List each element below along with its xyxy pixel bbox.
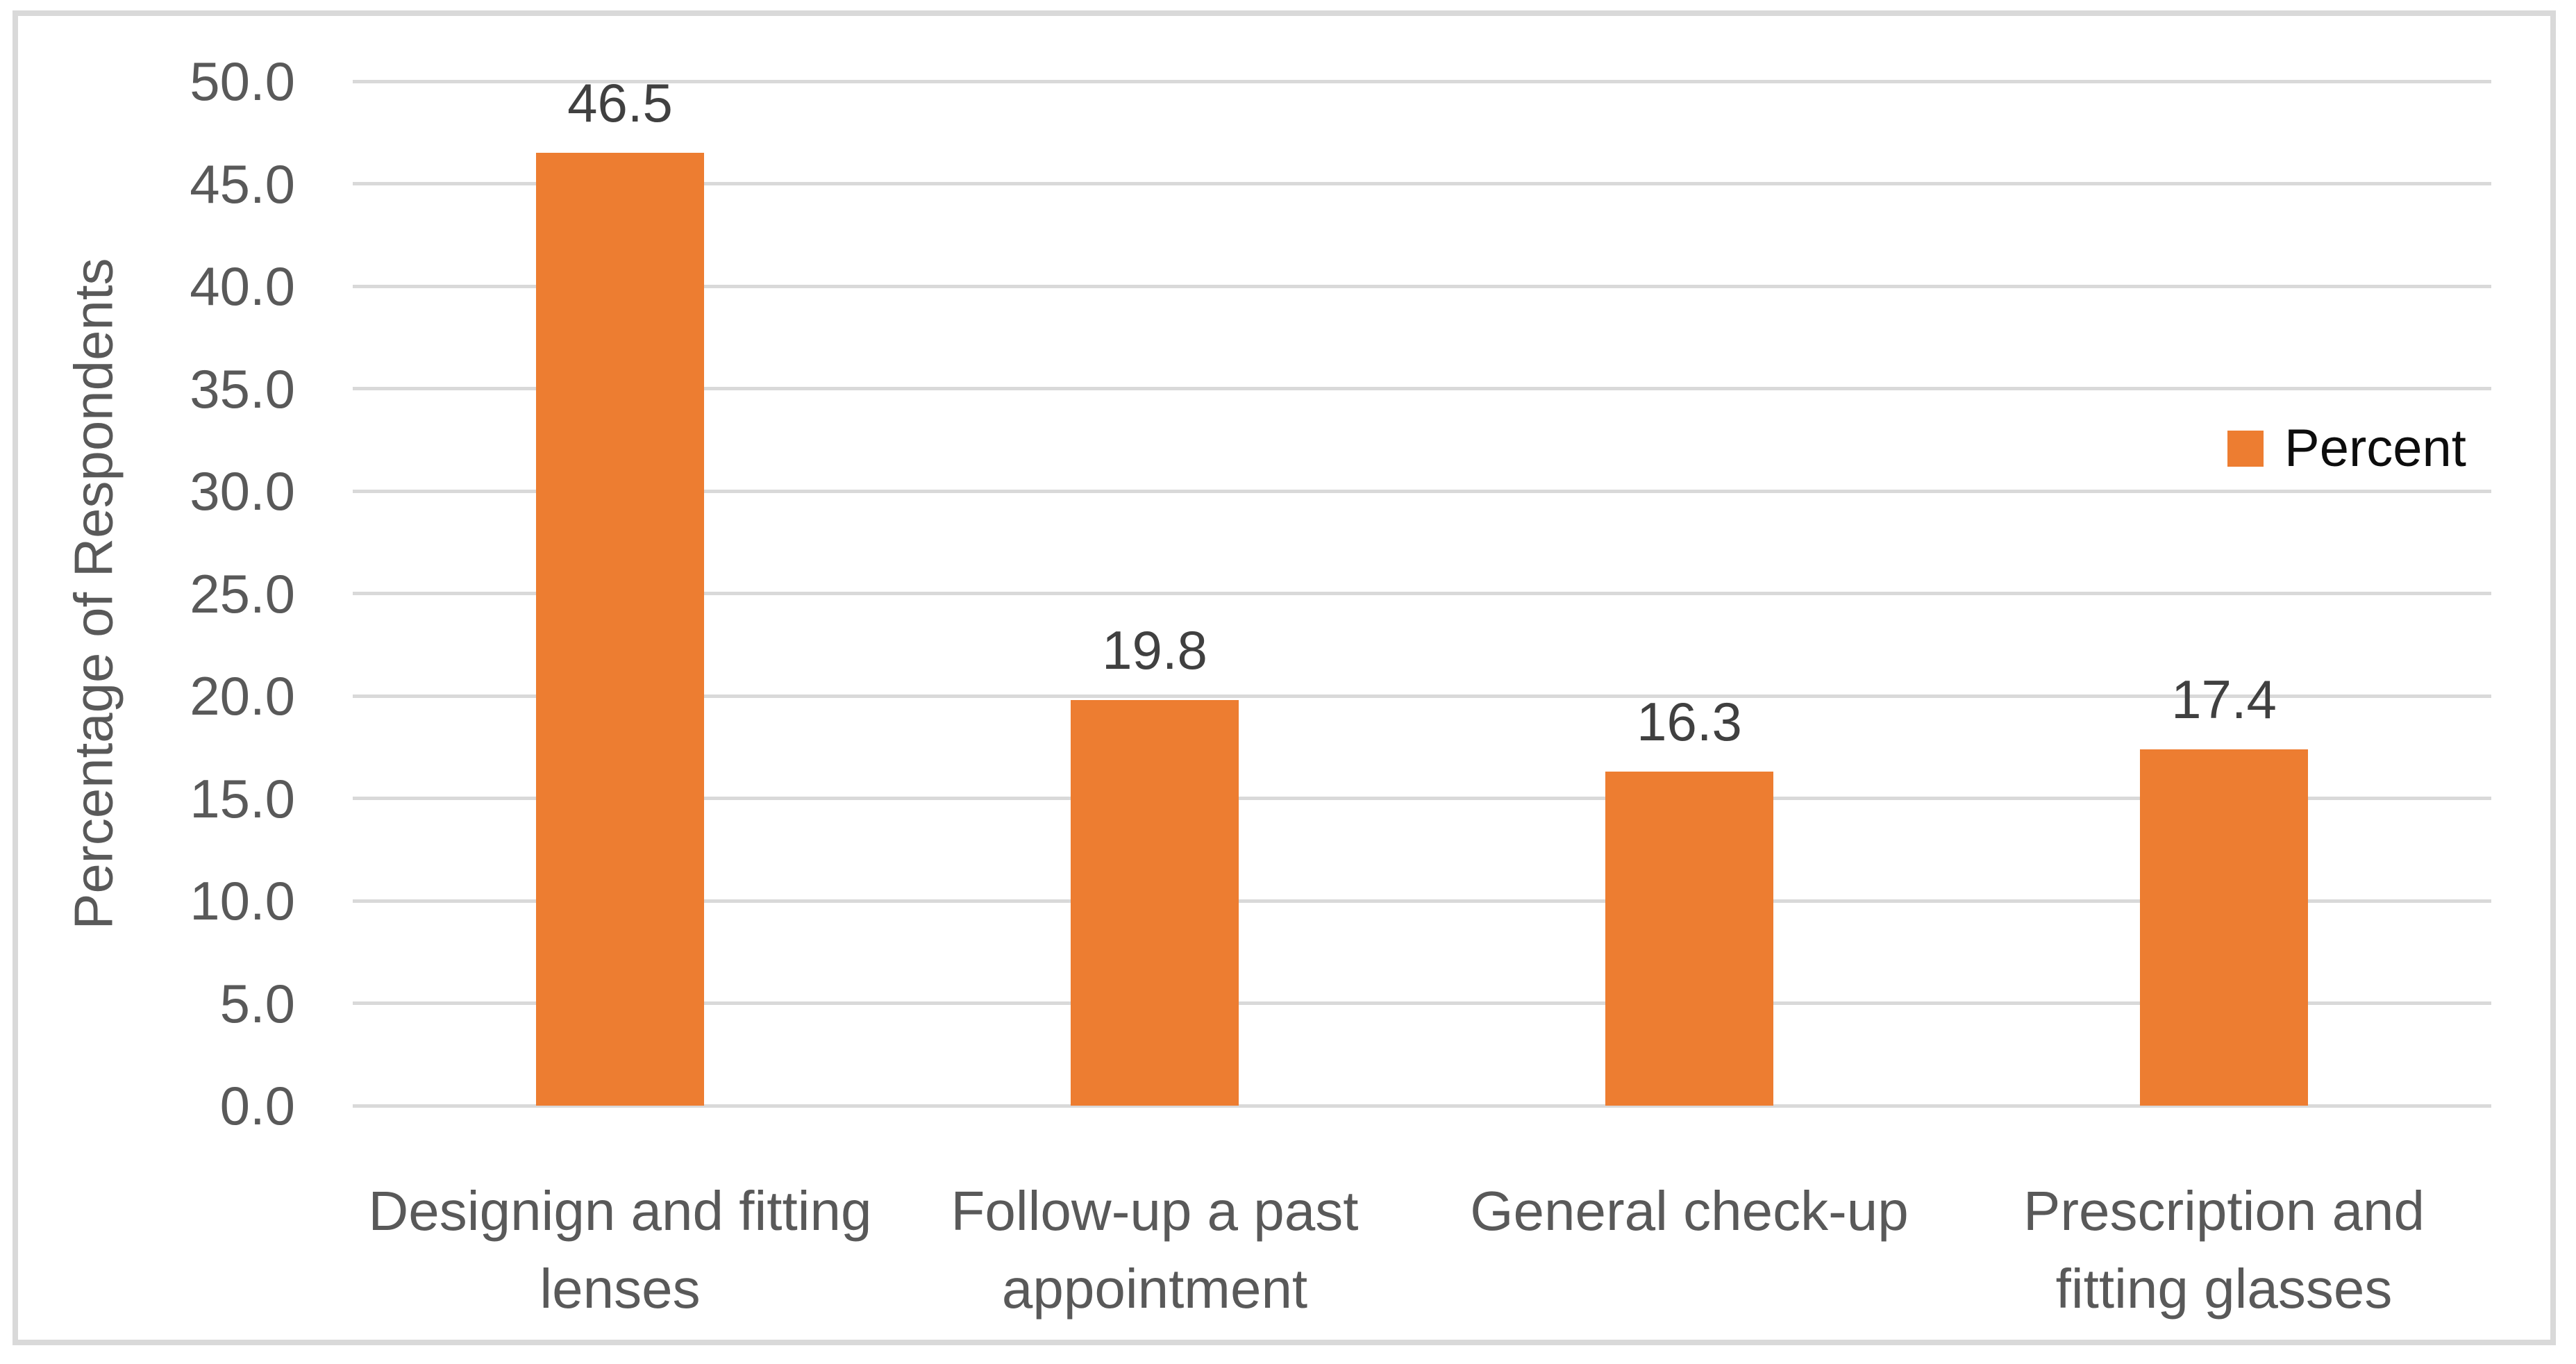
y-tick-label: 15.0: [190, 768, 295, 829]
bar-value-label: 46.5: [567, 72, 673, 133]
gridline: [353, 1001, 2491, 1005]
plot-area: 46.5 19.8 16.3 17.4: [353, 74, 2491, 1108]
gridline: [353, 387, 2491, 390]
y-tick-label: 35.0: [190, 358, 295, 419]
bar-value-label: 19.8: [1102, 619, 1207, 681]
gridline: [353, 797, 2491, 800]
y-tick-label: 30.0: [190, 460, 295, 522]
gridline: [353, 490, 2491, 493]
bar-value-label: 16.3: [1637, 691, 1742, 752]
category-label: Follow-up a past appointment: [951, 1180, 1359, 1320]
category-label: Designign and fitting lenses: [368, 1180, 872, 1320]
gridline: [353, 695, 2491, 698]
y-tick-label: 40.0: [190, 256, 295, 317]
y-tick-label: 25.0: [190, 563, 295, 624]
legend-label: Percent: [2284, 419, 2466, 478]
gridline: [353, 285, 2491, 288]
bar: [1605, 772, 1773, 1106]
gridline: [353, 592, 2491, 595]
gridline: [353, 1104, 2491, 1108]
legend: Percent: [2227, 418, 2466, 479]
bar: [1071, 700, 1239, 1106]
bar: [536, 153, 704, 1106]
y-tick-label: 10.0: [190, 870, 295, 931]
gridline: [353, 899, 2491, 903]
figure-frame: [12, 10, 2556, 1345]
legend-swatch-icon: [2227, 430, 2264, 467]
category-label: General check-up: [1470, 1180, 1909, 1242]
bar-value-label: 17.4: [2171, 669, 2277, 730]
y-tick-label: 0.0: [219, 1075, 295, 1136]
y-tick-label: 50.0: [190, 51, 295, 112]
y-tick-label: 20.0: [190, 665, 295, 726]
bar: [2140, 749, 2308, 1106]
y-tick-label: 45.0: [190, 153, 295, 215]
gridline: [353, 80, 2491, 83]
gridline: [353, 182, 2491, 185]
category-label: Prescription and fitting glasses: [2023, 1180, 2425, 1320]
y-tick-label: 5.0: [219, 973, 295, 1034]
